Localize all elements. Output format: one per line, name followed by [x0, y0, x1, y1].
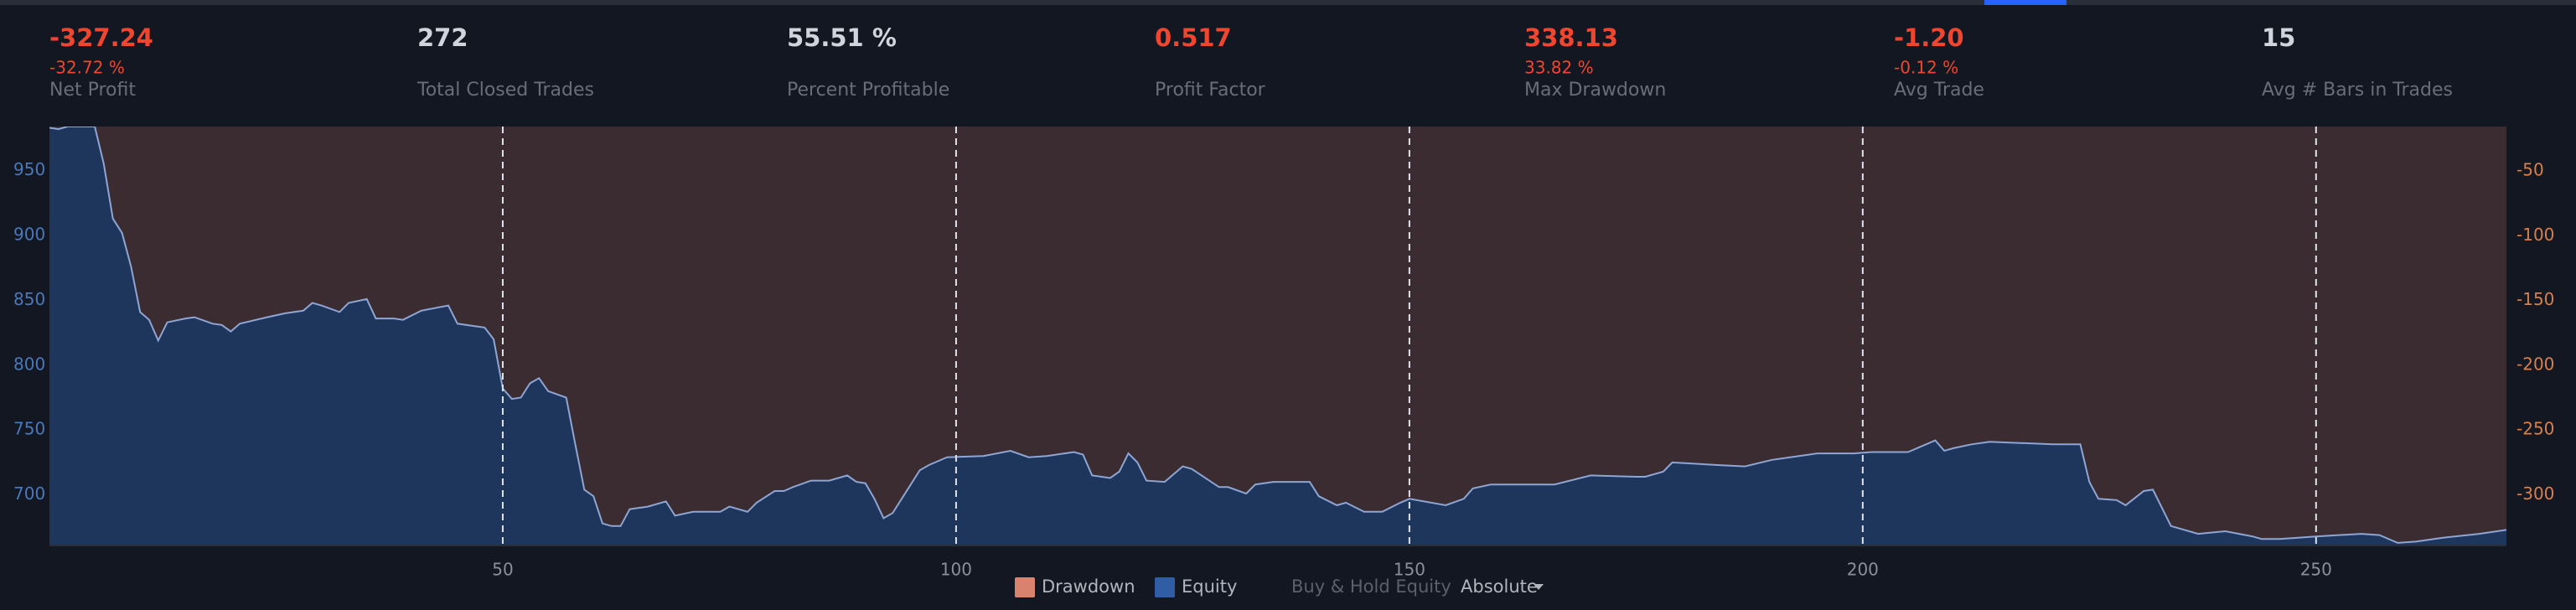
top-border [0, 0, 2576, 5]
legend-swatch [1155, 577, 1175, 597]
y-tick-label: 950 [13, 159, 45, 179]
stat-label: Total Closed Trades [416, 80, 594, 101]
active-tab-indicator [1984, 0, 2066, 5]
stat-value: 0.517 [1155, 23, 1232, 52]
stat-value: 55.51 % [787, 23, 897, 52]
axes: 50 100 150 200 250 700 750 800 850 900 950 -50 -100 -… [13, 127, 2554, 580]
x-tick-label: 250 [2300, 560, 2332, 580]
stat-sub: 33.82 % [1524, 58, 1594, 78]
stat-value: 272 [417, 23, 468, 52]
y-tick-label: 800 [13, 354, 45, 374]
y2-tick-label: -50 [2517, 159, 2544, 179]
y-tick-label: 750 [13, 419, 45, 439]
x-tick-label: 50 [492, 560, 513, 580]
stat-label: Profit Factor [1155, 80, 1266, 101]
y2-tick-label: -200 [2517, 354, 2554, 374]
legend-label: Drawdown [1042, 576, 1135, 597]
y-tick-label: 900 [13, 225, 45, 245]
x-tick-label: 200 [1847, 560, 1879, 580]
drawdown-area [49, 127, 2506, 543]
y2-tick-label: -100 [2517, 225, 2554, 245]
mode-dropdown[interactable]: Absolute [1461, 576, 1538, 597]
plot-area [49, 127, 2506, 545]
stats-row: -327.24 -32.72 %Net Profit 272 Total Closed… [49, 23, 2453, 101]
buy-hold-toggle[interactable]: Buy & Hold Equity [1291, 576, 1451, 597]
stat-label: Avg # Bars in Trades [2262, 80, 2453, 101]
y2-tick-label: -300 [2517, 483, 2554, 504]
equity-line [49, 127, 2506, 544]
y2-tick-label: -150 [2517, 289, 2554, 309]
stat-label: Max Drawdown [1524, 80, 1666, 101]
dropdown-caret [1534, 584, 1544, 590]
plot-background [49, 127, 2506, 545]
stat-value: 338.13 [1524, 23, 1618, 52]
legend: Buy & Hold Equity Absolute Drawdown Equit… [1015, 576, 1544, 597]
stat-sub: -0.12 % [1894, 58, 1958, 78]
y2-tick-label: -250 [2517, 419, 2554, 439]
x-tick-label: 100 [940, 560, 972, 580]
stat-label: Avg Trade [1894, 80, 1984, 101]
stat-value: -327.24 [49, 23, 153, 52]
y-tick-label: 850 [13, 289, 45, 309]
stat-value: -1.20 [1894, 23, 1964, 52]
stat-sub: -32.72 % [49, 58, 125, 78]
legend-label: Equity [1182, 576, 1237, 597]
y-tick-label: 700 [13, 483, 45, 504]
stat-label: Percent Profitable [787, 80, 949, 101]
x-tick-label: 150 [1394, 560, 1425, 580]
stat-label: Net Profit [49, 80, 136, 101]
equity-area [49, 127, 2506, 545]
legend-swatch [1015, 577, 1035, 597]
stat-value: 15 [2262, 23, 2295, 52]
